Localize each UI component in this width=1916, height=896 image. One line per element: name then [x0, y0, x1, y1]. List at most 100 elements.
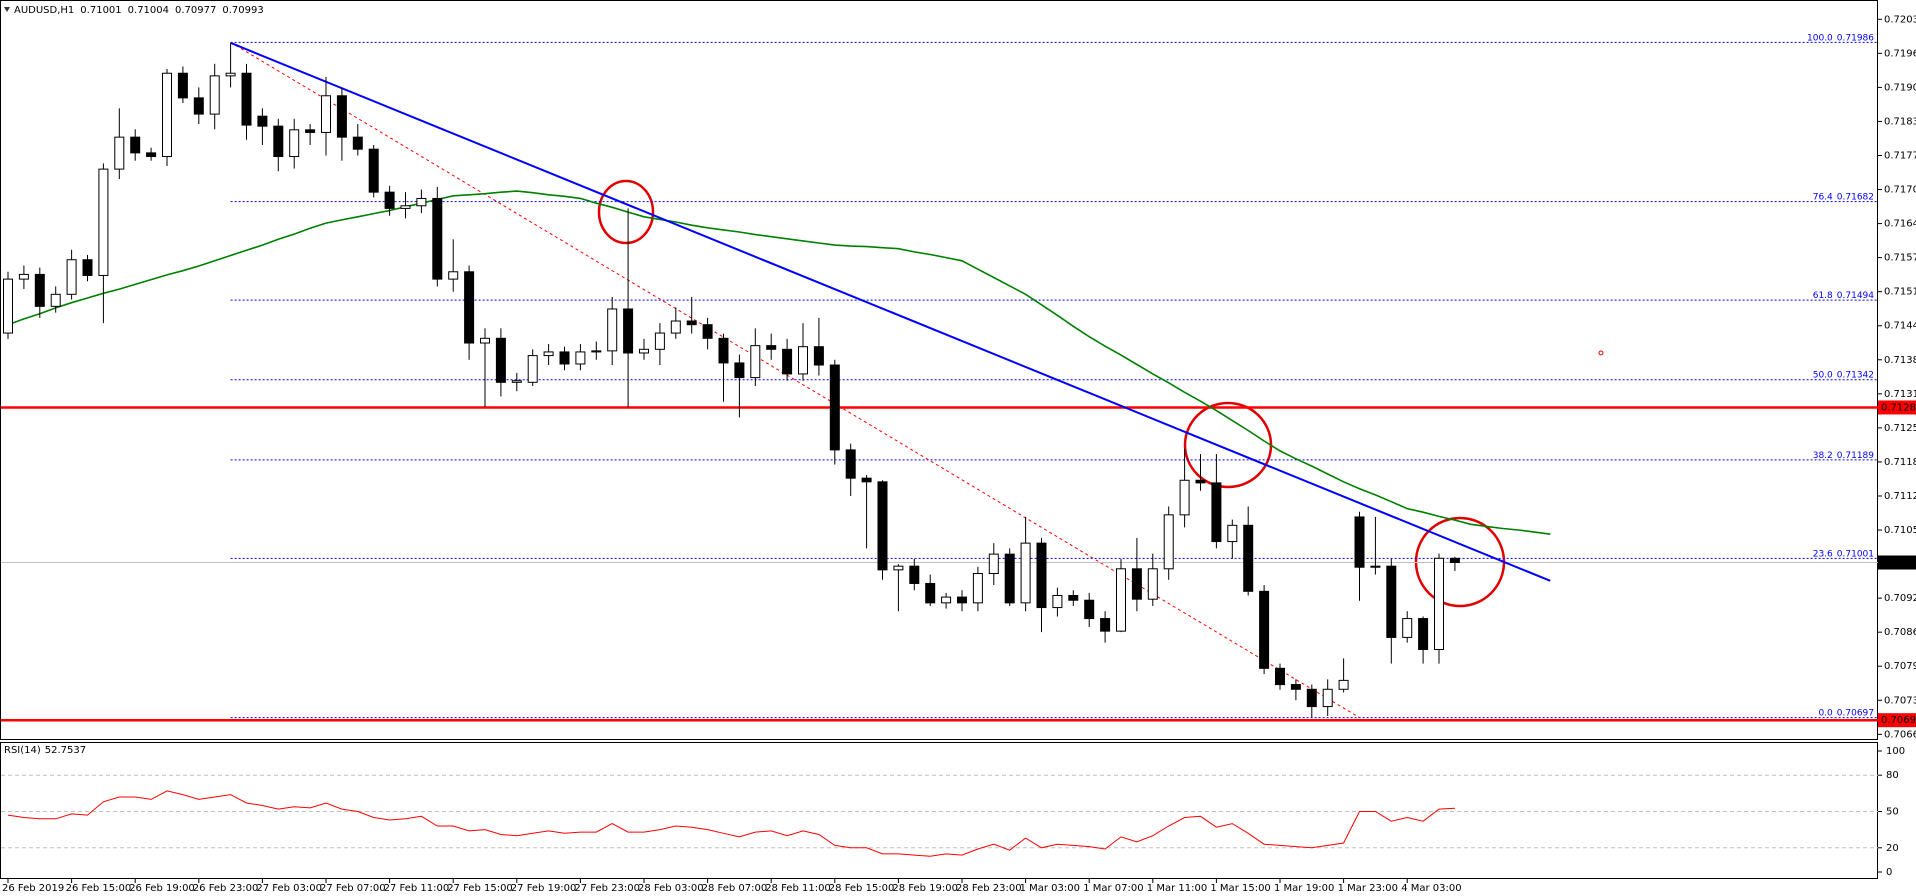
fib-label: 76.4 0.71682 [1813, 192, 1874, 202]
candle-body [1259, 590, 1270, 669]
x-tick-label: 1 Mar 23:00 [1338, 883, 1398, 894]
candle-body [607, 308, 618, 352]
candle-body [1068, 595, 1079, 601]
candle-body [321, 95, 331, 133]
candle-body [639, 348, 649, 354]
x-tick-label: 26 Feb 19:00 [129, 883, 195, 894]
fib-level-price: 0.71494 [1837, 291, 1874, 301]
fib-level-name: 100.0 [1807, 33, 1833, 43]
candle-body [909, 565, 920, 584]
fib-level-price: 0.71001 [1837, 549, 1874, 559]
candle-body [1434, 557, 1444, 650]
candle-body [686, 320, 697, 326]
ohlc-low: 0.70977 [175, 5, 216, 16]
fib-level-price: 0.71189 [1837, 450, 1874, 460]
rsi-name: RSI(14) [4, 745, 41, 756]
candle-body [1449, 557, 1460, 564]
y-tick-label: 0.70795 [1884, 661, 1916, 672]
candle-body [177, 72, 188, 99]
candle-body [1116, 568, 1126, 632]
y-tick-label: 0.71835 [1884, 116, 1916, 127]
fib-level-price: 0.71986 [1837, 33, 1874, 43]
fib-level-price: 0.71342 [1837, 370, 1874, 380]
price-label: 0.70692 [1881, 715, 1916, 726]
moving-average [7, 190, 1551, 535]
candle-body [1179, 479, 1190, 516]
candle-body [241, 72, 252, 126]
candle-body [829, 364, 840, 451]
fib-level-name: 38.2 [1813, 450, 1833, 460]
candle-body [464, 271, 475, 344]
candle-body [146, 152, 157, 158]
price-label-box [1878, 400, 1916, 415]
candle-body [527, 355, 538, 383]
annotation-circle [597, 179, 655, 245]
candle-body [845, 449, 856, 479]
fib-label: 50.0 0.71342 [1813, 370, 1874, 380]
rsi-tick-label: 20 [1886, 843, 1899, 854]
ohlc-high: 0.71004 [128, 5, 169, 16]
fib-level-price: 0.70697 [1837, 708, 1874, 718]
x-tick-label: 28 Feb 03:00 [638, 883, 704, 894]
candle-body [1195, 479, 1206, 484]
candle-body [877, 481, 888, 571]
x-tick-label: 28 Feb 11:00 [765, 883, 831, 894]
candle-body [1163, 514, 1174, 570]
x-tick-label: 27 Feb 03:00 [256, 883, 322, 894]
x-tick-label: 28 Feb 23:00 [956, 883, 1022, 894]
fib-label: 61.8 0.71494 [1813, 291, 1875, 301]
x-tick-label: 1 Mar 07:00 [1083, 883, 1143, 894]
candle-body [766, 345, 777, 350]
y-tick-label: 0.71575 [1884, 253, 1916, 264]
candle-body [289, 129, 300, 158]
candle-body [162, 72, 172, 158]
symbol-icon [4, 7, 10, 12]
x-tick-label: 26 Feb 15:00 [66, 883, 132, 894]
fib-level-name: 61.8 [1813, 291, 1833, 301]
candle-body [988, 553, 999, 575]
candle-body [1147, 568, 1158, 600]
y-tick-label: 0.71055 [1884, 525, 1916, 536]
candle-body [368, 148, 379, 193]
candle-body [543, 351, 554, 357]
candle-body [82, 259, 93, 276]
candle-body [416, 197, 427, 207]
candle-body [1418, 618, 1429, 650]
candle-body [734, 362, 745, 379]
candle-body [1211, 482, 1222, 543]
candle-body [1020, 542, 1031, 604]
candle-body [1227, 524, 1238, 543]
x-tick-label: 28 Feb 15:00 [829, 883, 895, 894]
candle-body [861, 477, 872, 483]
candle-body [384, 191, 395, 209]
candle-body [448, 271, 459, 280]
candle-body [1131, 568, 1142, 600]
x-tick-label: 28 Feb 07:00 [702, 883, 768, 894]
x-tick-label: 1 Mar 15:00 [1210, 883, 1270, 894]
candle-body [480, 337, 490, 344]
candle-body [225, 72, 236, 77]
candle-body [1052, 595, 1063, 609]
candle-body [1004, 553, 1015, 604]
candle-body [50, 293, 61, 307]
candle-body [495, 337, 506, 383]
candle-body [193, 97, 204, 115]
candle-body [1354, 516, 1365, 568]
candle-body [972, 573, 983, 604]
candle-body [1338, 679, 1349, 690]
x-tick-label: 27 Feb 23:00 [574, 883, 640, 894]
candle-body [18, 273, 29, 280]
annotation-circle [1183, 401, 1273, 489]
rsi-title: RSI(14) 52.7537 [4, 745, 86, 756]
candle-body [925, 582, 936, 604]
x-tick-label: 27 Feb 07:00 [320, 883, 386, 894]
candle-body [1290, 684, 1301, 690]
fib-level-name: 0.0 [1818, 708, 1833, 718]
candle-body [702, 324, 713, 339]
candle-body [575, 351, 586, 365]
